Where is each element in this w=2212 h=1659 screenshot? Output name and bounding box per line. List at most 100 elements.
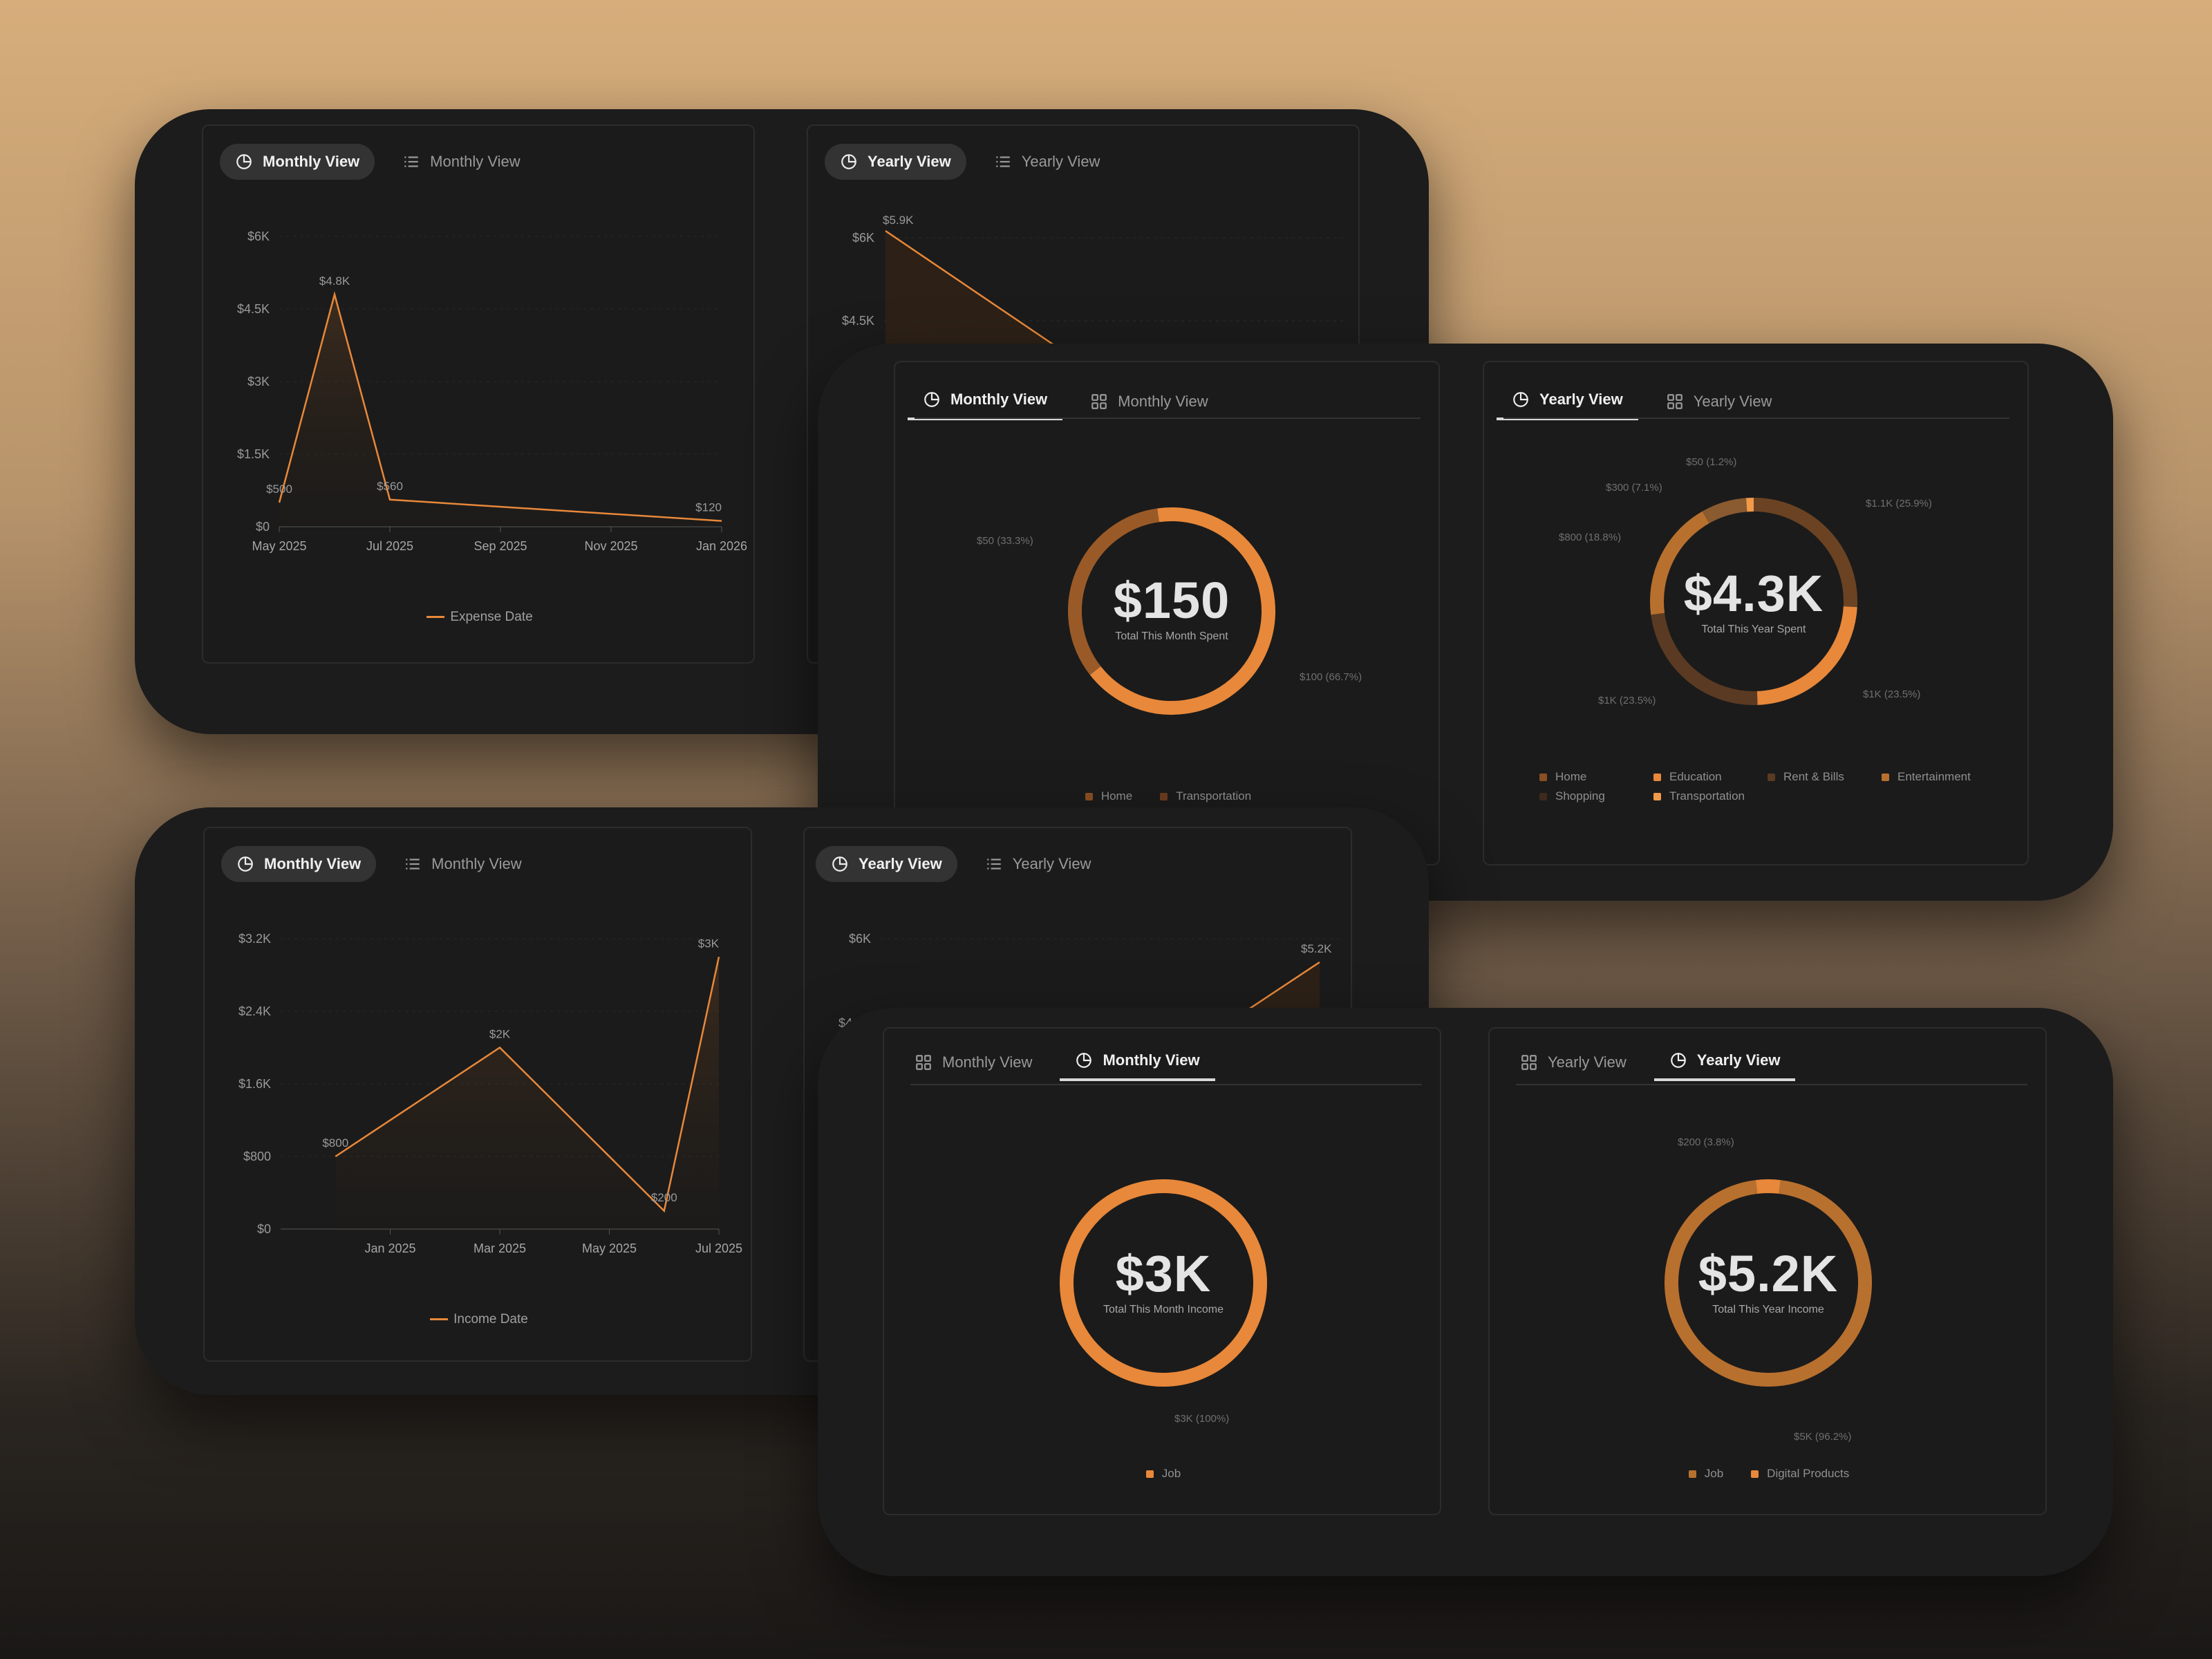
data-label: $560 — [377, 480, 403, 493]
tab-label: Yearly View — [1539, 391, 1623, 408]
tab-monthly-grid[interactable]: Monthly View — [899, 1044, 1047, 1080]
total-caption: Total This Year Income — [1712, 1304, 1824, 1315]
donut-slice[interactable] — [1068, 508, 1159, 675]
slice-label: $100 (66.7%) — [1300, 671, 1362, 683]
expense-yearly-chart: $6K $4.5K $5.9K — [842, 214, 1347, 348]
tab-label: Yearly View — [1693, 393, 1772, 410]
tab-label: Monthly View — [1118, 393, 1208, 410]
donut-slice[interactable] — [1702, 498, 1747, 524]
grid-icon — [1667, 394, 1683, 409]
tab-monthly-donut[interactable]: Monthly View — [908, 383, 1063, 420]
donut-legend: Job — [884, 1467, 1443, 1481]
legend-line-swatch — [430, 1318, 449, 1321]
tab-monthly-list[interactable]: Monthly View — [388, 846, 536, 882]
x-tick: Jan 2025 — [364, 1241, 415, 1255]
legend-item: Education — [1653, 770, 1768, 784]
tab-monthly-chart[interactable]: Monthly View — [220, 144, 375, 180]
expense-month-donut — [1068, 507, 1275, 715]
expense-breakdown-panel: Monthly View Monthly View $150 Total Thi… — [818, 344, 2113, 901]
pie-chart-icon — [1076, 1053, 1092, 1068]
expense-month-donut-card: Monthly View Monthly View $150 Total Thi… — [894, 361, 1440, 865]
donut-slice[interactable] — [1060, 1179, 1267, 1387]
data-label: $200 — [651, 1191, 677, 1204]
y-tick: $6K — [247, 229, 270, 243]
tab-yearly-list[interactable]: Yearly View — [970, 846, 1107, 882]
donut-slice[interactable] — [1089, 507, 1275, 715]
data-label: $800 — [322, 1136, 348, 1150]
x-tick: Nov 2025 — [584, 539, 637, 553]
tab-monthly-list[interactable]: Monthly View — [387, 144, 535, 180]
legend-item: Digital Products — [1751, 1467, 1849, 1481]
tab-monthly-chart[interactable]: Monthly View — [221, 846, 377, 882]
tab-label: Yearly View — [868, 153, 951, 170]
tab-label: Monthly View — [950, 391, 1048, 408]
data-label: $5.2K — [1301, 942, 1332, 955]
x-tick: Mar 2025 — [474, 1241, 526, 1255]
legend-label: Income Date — [453, 1312, 528, 1327]
tab-label: Yearly View — [1021, 153, 1100, 170]
income-month-donut-card: Monthly View Monthly View $3K Total This… — [883, 1027, 1441, 1515]
income-monthly-card: Monthly View Monthly View $3.2K $2.4K $1.6… — [203, 827, 752, 1362]
tab-yearly-chart[interactable]: Yearly View — [816, 846, 957, 882]
legend-item: Entertainment — [1882, 770, 1996, 784]
pie-chart-icon — [924, 392, 939, 407]
expense-monthly-card: Monthly View Monthly View $6K $4.5K $3K $1.… — [202, 124, 755, 664]
slice-label: $1.1K (25.9%) — [1866, 498, 1932, 509]
tab-label: Yearly View — [1548, 1053, 1627, 1071]
total-caption: Total This Month Spent — [1115, 630, 1228, 642]
y-tick: $6K — [849, 932, 871, 946]
income-line-chart: $3.2K $2.4K $1.6K $800 $0 Jan 2025 Mar 2025 May… — [238, 932, 742, 1255]
y-tick: $3.2K — [238, 932, 271, 946]
x-tick: May 2025 — [252, 539, 306, 553]
tab-yearly-donut[interactable]: Yearly View — [1653, 1044, 1796, 1081]
series-line — [335, 956, 720, 1213]
tab-yearly-list[interactable]: Yearly View — [979, 144, 1116, 180]
pie-chart-icon — [832, 856, 847, 872]
donut-slice[interactable] — [1665, 1180, 1872, 1387]
donut-slice[interactable] — [1650, 511, 1709, 615]
legend-item: Transportation — [1653, 789, 1768, 803]
tab-label: Monthly View — [431, 855, 522, 872]
tab-yearly-grid[interactable]: Yearly View — [1505, 1044, 1642, 1080]
total-value: $150 — [1113, 572, 1230, 629]
donut-slice[interactable] — [1756, 606, 1857, 705]
data-label: $500 — [266, 482, 292, 496]
tab-monthly-grid[interactable]: Monthly View — [1075, 384, 1223, 420]
legend-item: Transportation — [1160, 789, 1251, 803]
donut-slice[interactable] — [1651, 612, 1758, 705]
data-label: $120 — [695, 501, 722, 514]
income-month-donut — [1060, 1179, 1267, 1387]
tab-label: Monthly View — [263, 153, 360, 170]
data-label: $5.9K — [883, 214, 914, 227]
x-tick: May 2025 — [582, 1241, 637, 1255]
y-tick: $6K — [852, 231, 874, 245]
y-tick: $4.5K — [842, 314, 874, 328]
tab-label: Monthly View — [1103, 1051, 1200, 1069]
total-caption: Total This Month Income — [1103, 1304, 1224, 1315]
y-tick: $4.5K — [237, 302, 270, 316]
chart-legend: Expense Date — [203, 610, 756, 625]
y-tick: $0 — [256, 520, 270, 534]
expense-year-donut-card: Yearly View Yearly View $4.3K Total This… — [1483, 361, 2029, 865]
tab-yearly-chart[interactable]: Yearly View — [825, 144, 966, 180]
slice-label: $50 (33.3%) — [977, 535, 1033, 547]
area-fill — [335, 957, 719, 1229]
list-icon — [986, 859, 1001, 870]
donut-legend: Home Transportation — [895, 789, 1441, 803]
list-icon — [404, 156, 418, 167]
expense-year-donut — [1650, 498, 1857, 705]
legend-item: Home — [1085, 789, 1132, 803]
x-tick: Jul 2025 — [366, 539, 413, 553]
tab-yearly-grid[interactable]: Yearly View — [1651, 384, 1788, 420]
x-tick: Jul 2025 — [695, 1241, 742, 1255]
tab-monthly-donut[interactable]: Monthly View — [1060, 1044, 1215, 1081]
pie-chart-icon — [1513, 392, 1528, 407]
donut-slice[interactable] — [1753, 498, 1857, 608]
tab-label: Yearly View — [859, 855, 942, 872]
expense-line-chart: $6K $4.5K $3K $1.5K $0 May 2025 Jul 2025 Sep 20… — [237, 229, 747, 553]
tab-yearly-donut[interactable]: Yearly View — [1497, 383, 1638, 420]
total-caption: Total This Year Spent — [1701, 624, 1806, 635]
slice-label: $1K (23.5%) — [1598, 695, 1656, 706]
grid-icon — [1091, 394, 1107, 409]
donut-slice[interactable] — [1755, 1179, 1781, 1194]
